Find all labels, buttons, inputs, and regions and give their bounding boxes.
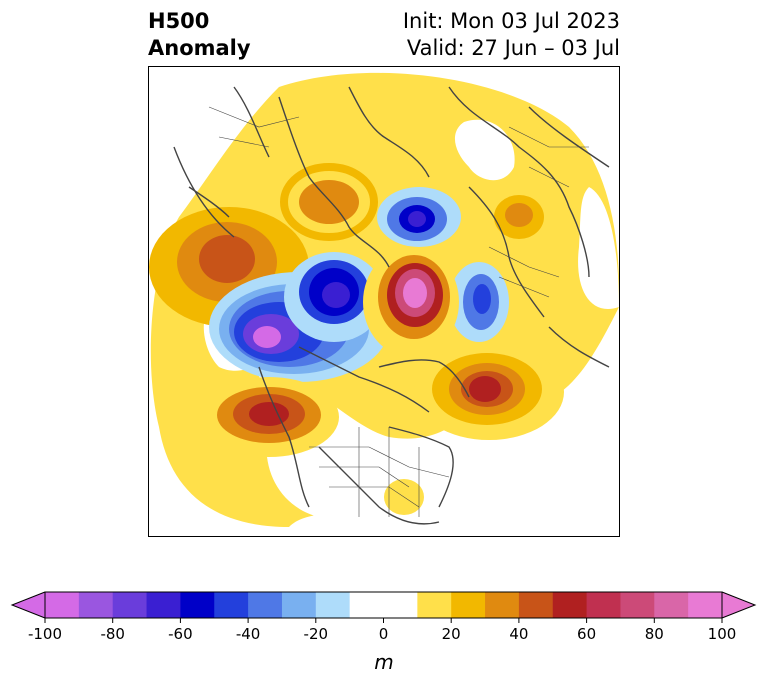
anomaly-region-alaska-neg100 — [253, 326, 281, 348]
colorbar-cell — [281, 592, 317, 618]
colorbar-cell — [586, 592, 621, 618]
colorbar-outline-left — [10, 591, 46, 619]
anomaly-region-europe-neg70 — [408, 211, 426, 227]
colorbar-cell — [620, 592, 655, 618]
anomaly-region-neutral-1 — [454, 119, 515, 181]
colorbar-cell — [654, 592, 689, 618]
colorbar-cell — [417, 592, 452, 618]
colorbar-cell — [451, 592, 486, 618]
colorbar-tick-label: -80 — [100, 625, 125, 643]
anomaly-region-asia-pos30 — [280, 163, 378, 241]
coastlines — [173, 86, 610, 525]
title-field: Anomaly — [148, 36, 251, 60]
colorbar-unit-label: m — [374, 650, 394, 674]
colorbar-tick-label: 60 — [577, 625, 596, 643]
colorbar-cell — [518, 592, 554, 618]
colorbar-tick-label: 80 — [645, 625, 664, 643]
anomaly-region-neutral-2 — [578, 187, 619, 309]
colorbar-cell — [349, 592, 384, 618]
anomaly-region-siberia-neg70 — [322, 282, 350, 308]
colorbar-tick-label: 0 — [379, 625, 389, 643]
colorbar-tick-label: -40 — [236, 625, 261, 643]
colorbar: -100 -80 -60 -40 -20 0 20 40 60 80 100 — [10, 591, 757, 643]
map-canvas — [149, 72, 619, 527]
colorbar-tick-label: -20 — [304, 625, 329, 643]
colorbar-cell — [248, 592, 283, 618]
colorbar-tick-label: 20 — [442, 625, 461, 643]
colorbar-tick-label: 100 — [708, 625, 737, 643]
colorbar-cell — [180, 592, 215, 618]
colorbar-tick-label: -60 — [168, 625, 193, 643]
colorbar-max-extension — [722, 592, 755, 618]
title-variable: H500 — [148, 9, 210, 33]
colorbar-tick-label: 40 — [509, 625, 528, 643]
colorbar-cell — [552, 592, 588, 618]
colorbar-cell — [78, 592, 114, 618]
anomaly-region-canada-pos60 — [469, 376, 501, 402]
anomaly-region-scand-neg50 — [473, 284, 491, 314]
anomaly-region-pole-pos100 — [403, 278, 427, 308]
valid-range: Valid: 27 Jun – 03 Jul — [406, 36, 620, 60]
colorbar-tick-label: -100 — [28, 625, 62, 643]
map-title: H500 Anomaly — [148, 8, 251, 62]
init-date: Init: Mon 03 Jul 2023 — [402, 9, 620, 33]
colorbar-outline-right — [721, 591, 757, 619]
anomaly-region-pacific-pos50 — [199, 235, 255, 283]
anomaly-region-cpac-pos60 — [249, 402, 289, 426]
anomaly-map — [148, 66, 620, 537]
anomaly-region-asia-pos40 — [299, 180, 359, 224]
borders — [208, 106, 589, 517]
colorbar-cell — [688, 592, 723, 618]
map-dates: Init: Mon 03 Jul 2023 Valid: 27 Jun – 03… — [403, 8, 620, 62]
anomaly-region-japan-pos40 — [505, 203, 533, 227]
colorbar-cell — [214, 592, 249, 618]
colorbar-cell — [383, 592, 418, 618]
colorbar-cell — [112, 592, 148, 618]
colorbar-cell — [315, 592, 351, 618]
colorbar-cell — [485, 592, 520, 618]
colorbar-cell — [146, 592, 181, 618]
colorbar-cell — [45, 592, 80, 618]
colorbar-min-extension — [12, 592, 45, 618]
